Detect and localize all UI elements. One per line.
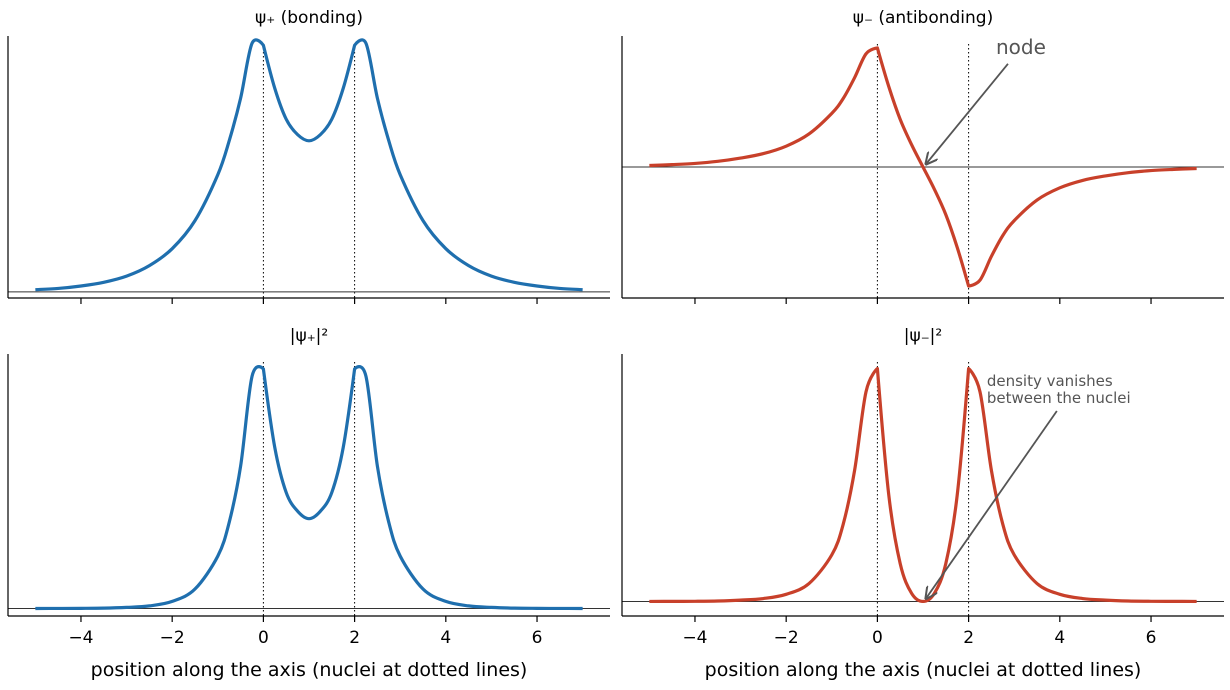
x-tick-label: 2	[349, 628, 360, 648]
x-axis-label: position along the axis (nuclei at dotte…	[705, 659, 1142, 681]
annotation-text: node	[996, 35, 1046, 59]
series-line-psi_minus_sq	[649, 366, 1197, 604]
panel-psi_minus: ψ₋ (antibonding)node	[621, 8, 1224, 304]
annotation-arrow	[926, 410, 1058, 598]
annotation-text: density vanishes	[987, 372, 1113, 390]
x-tick-label: −2	[774, 628, 799, 648]
panel-title: ψ₊ (bonding)	[255, 8, 363, 28]
x-tick-label: 6	[532, 628, 543, 648]
x-axis-label: position along the axis (nuclei at dotte…	[91, 659, 528, 681]
series-line-psi_minus	[649, 46, 1197, 288]
x-tick-label: −2	[160, 628, 185, 648]
x-tick-label: 6	[1146, 628, 1157, 648]
panel-title: ψ₋ (antibonding)	[853, 8, 993, 28]
x-tick-label: 4	[440, 628, 451, 648]
annotation-text: between the nuclei	[987, 389, 1131, 407]
series-line-psi_plus_sq	[35, 365, 583, 611]
x-tick-label: 2	[963, 628, 974, 648]
x-tick-label: 0	[258, 628, 269, 648]
panel-psi_plus: ψ₊ (bonding)	[7, 8, 610, 304]
x-tick-label: −4	[682, 628, 707, 648]
x-tick-label: 4	[1054, 628, 1065, 648]
panel-title: |ψ₋|²	[904, 326, 942, 346]
series-line-psi_plus	[35, 38, 583, 292]
panel-title: |ψ₊|²	[290, 326, 328, 346]
annotation-arrow	[926, 63, 1009, 164]
x-tick-label: −4	[68, 628, 93, 648]
x-tick-label: 0	[872, 628, 883, 648]
